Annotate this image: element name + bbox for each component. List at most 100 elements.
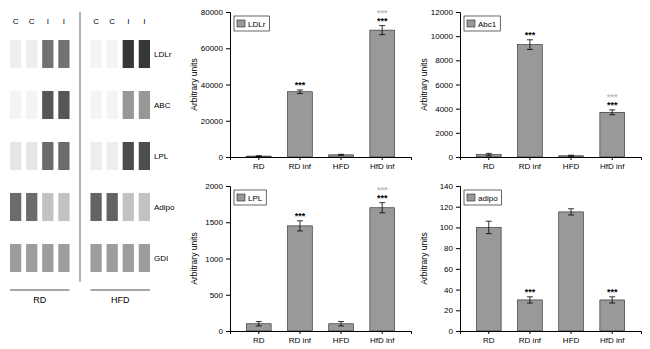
- x-tick: HFD: [563, 157, 580, 171]
- blot-band: [58, 193, 69, 221]
- y-tick-mark: [456, 109, 460, 110]
- x-tick-mark: [612, 331, 613, 334]
- blot-band: [10, 91, 21, 119]
- blot-band: [26, 40, 37, 68]
- legend-swatch: [467, 194, 475, 201]
- y-tick-mark: [456, 310, 460, 311]
- blot-band: [139, 91, 150, 119]
- error-bar: [297, 90, 303, 94]
- legend-frame: [464, 16, 500, 31]
- error-bar: [256, 155, 262, 157]
- blot-band: [107, 142, 118, 170]
- y-tick-mark: [456, 12, 460, 13]
- y-axis-line: [456, 13, 461, 158]
- row-label: GDI: [154, 254, 168, 263]
- legend-swatch: [237, 20, 245, 27]
- plot-area: [476, 40, 624, 157]
- legend-entry: Abc1: [478, 20, 497, 29]
- column-header: C: [13, 17, 19, 26]
- bar: [518, 45, 543, 157]
- y-tick: 1000: [205, 255, 230, 264]
- error-bar: [568, 155, 574, 156]
- y-axis-line: [456, 187, 461, 332]
- bar: [559, 156, 584, 157]
- bar: [288, 92, 313, 157]
- x-tick: HFD: [333, 331, 350, 345]
- blot-band: [107, 40, 118, 68]
- y-tick-label: 80000: [201, 8, 224, 17]
- y-tick-label: 20: [444, 306, 453, 315]
- annotations: ******: [525, 287, 618, 297]
- x-tick-mark: [488, 331, 489, 334]
- y-tick: 20: [444, 306, 460, 315]
- row-label: LPL: [154, 152, 169, 161]
- y-tick: 40: [444, 286, 460, 295]
- y-tick: 8000: [435, 56, 460, 65]
- y-tick: 6000: [435, 81, 460, 90]
- plot-area: [476, 209, 624, 331]
- legend-frame: [464, 190, 502, 205]
- error-bar: [527, 297, 533, 303]
- blot-band: [10, 142, 21, 170]
- x-tick-label: HFD: [563, 336, 580, 345]
- bar-chart: 020004000600080001000012000RDRD infHFDHf…: [419, 8, 642, 171]
- y-tick: 100: [440, 223, 460, 232]
- column-header: I: [127, 17, 129, 26]
- annotation: ***: [525, 287, 536, 297]
- x-tick-mark: [258, 157, 259, 160]
- x-tick-mark: [382, 331, 383, 334]
- x-tick-label: RD: [253, 162, 265, 171]
- group-label: RD: [33, 295, 46, 305]
- x-tick-mark: [529, 157, 530, 160]
- blot-background: [4, 4, 186, 344]
- y-tick-mark: [226, 48, 230, 49]
- y-tick-mark: [226, 259, 230, 260]
- blot-band: [123, 142, 134, 170]
- y-tick: 0: [219, 327, 230, 336]
- x-tick: RD inf: [519, 157, 542, 171]
- error-bar: [338, 322, 344, 326]
- y-tick: 40000: [201, 81, 230, 90]
- blot-band: [58, 91, 69, 119]
- row-label: Adipo: [154, 203, 175, 212]
- error-bar: [609, 110, 615, 115]
- blot-band: [139, 40, 150, 68]
- annotation: ***: [295, 80, 306, 90]
- group-underline: [90, 290, 150, 291]
- x-tick-label: HfD inf: [600, 336, 625, 345]
- y-tick-label: 12000: [431, 8, 454, 17]
- x-tick: HFD: [563, 331, 580, 345]
- y-tick-label: 140: [440, 182, 454, 191]
- legend-entry: LDLr: [248, 20, 266, 29]
- x-axis-line: [231, 158, 412, 161]
- y-tick-label: 0: [219, 153, 224, 162]
- y-tick-mark: [456, 227, 460, 228]
- y-tick-label: 0: [219, 327, 224, 336]
- bar: [600, 300, 625, 331]
- x-tick-label: RD inf: [289, 162, 312, 171]
- x-axis: RDRD infHFDHfD inf: [231, 157, 412, 171]
- y-tick: 12000: [431, 8, 460, 17]
- blot-band: [58, 142, 69, 170]
- y-axis-line: [226, 187, 231, 332]
- y-tick-label: 100: [440, 223, 454, 232]
- x-tick: RD inf: [289, 157, 312, 171]
- blot-band: [58, 40, 69, 68]
- y-axis: 0500100015002000: [205, 182, 230, 336]
- bar: [518, 300, 543, 331]
- y-tick-label: 2000: [205, 182, 223, 191]
- annotation: ***: [525, 30, 536, 40]
- x-tick-mark: [299, 157, 300, 160]
- blot-band: [123, 40, 134, 68]
- blot-band: [42, 40, 53, 68]
- blot-band: [10, 244, 21, 272]
- y-tick: 60: [444, 265, 460, 274]
- blot-band: [10, 193, 21, 221]
- y-tick-mark: [456, 207, 460, 208]
- blot-band: [26, 193, 37, 221]
- x-tick: RD inf: [519, 331, 542, 345]
- bar: [600, 112, 625, 157]
- blot-band: [139, 244, 150, 272]
- y-tick-mark: [456, 331, 460, 332]
- blot-band: [42, 244, 53, 272]
